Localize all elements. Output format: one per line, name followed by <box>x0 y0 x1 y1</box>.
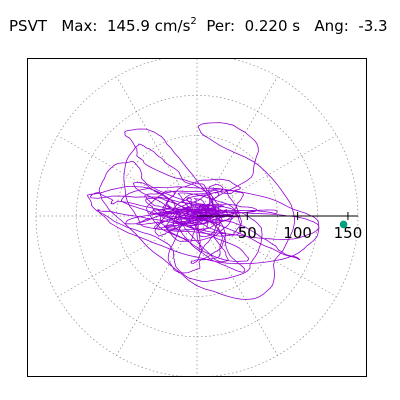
grid-spoke <box>57 135 198 217</box>
max-unit: cm/s <box>154 17 191 35</box>
radial-tick-label: 150 <box>334 224 363 242</box>
per-value: 0.220 s <box>244 17 301 35</box>
grid-spoke <box>116 215 198 356</box>
chart-title: PSVT Max: 145.9 cm/s2 Per: 0.220 s Ang: … <box>9 16 388 38</box>
grid-spoke <box>196 215 337 297</box>
peak-marker <box>339 220 348 229</box>
ang-value: -3.3 <box>358 17 388 35</box>
radial-tick-label: 50 <box>238 224 257 242</box>
grid-spoke <box>196 76 278 217</box>
radial-tick-label: 100 <box>283 224 312 242</box>
ang-label: Ang: <box>314 17 349 35</box>
trace-path <box>86 122 320 300</box>
radial-axis: 50 100 150 <box>197 212 362 242</box>
max-value: 145.9 <box>106 17 150 35</box>
grid-spoke <box>57 215 198 297</box>
motion-trace <box>86 122 320 300</box>
plot-frame <box>27 58 367 377</box>
max-label: Max: <box>61 17 98 35</box>
grid-spoke <box>116 76 198 217</box>
per-label: Per: <box>206 17 236 35</box>
grid-spoke <box>196 215 278 356</box>
max-unit-exponent: 2 <box>190 16 197 27</box>
grid-spoke <box>196 135 337 217</box>
title-label: PSVT <box>9 17 47 35</box>
